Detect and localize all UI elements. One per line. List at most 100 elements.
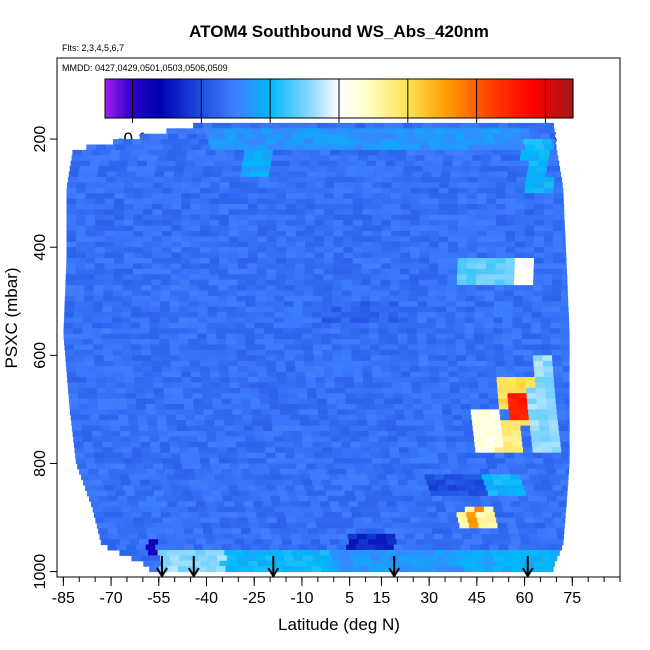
heatmap-cell — [215, 431, 226, 437]
heatmap-cell — [216, 333, 227, 340]
heatmap-cell — [260, 404, 271, 410]
heatmap-cell — [369, 317, 380, 324]
heatmap-cell — [479, 171, 490, 178]
heatmap-cell — [227, 279, 238, 286]
heatmap-cell — [162, 214, 172, 221]
heatmap-cell — [341, 344, 352, 351]
heatmap-cell — [350, 479, 361, 486]
heatmap-cell — [408, 295, 419, 302]
heatmap-cell — [532, 290, 543, 297]
heatmap-cell — [142, 268, 153, 275]
heatmap-cell — [107, 404, 118, 410]
heatmap-cell — [159, 436, 170, 443]
heatmap-cell — [153, 176, 164, 183]
heatmap-cell — [385, 128, 396, 135]
heatmap-cell — [427, 306, 437, 313]
heatmap-cell — [438, 360, 448, 367]
heatmap-cell — [123, 214, 134, 221]
heatmap-cell — [66, 241, 77, 248]
heatmap-cell — [561, 512, 566, 518]
heatmap-cell — [236, 441, 247, 448]
heatmap-cell — [103, 274, 114, 281]
heatmap-cell — [353, 144, 364, 151]
heatmap-cell — [504, 360, 515, 367]
heatmap-cell — [391, 377, 402, 383]
colorbar-swatch — [203, 79, 206, 118]
heatmap-cell — [395, 128, 406, 135]
heatmap-cell — [426, 436, 437, 443]
heatmap-cell — [537, 166, 548, 172]
heatmap-cell — [121, 339, 132, 345]
heatmap-cell — [237, 279, 248, 286]
heatmap-cell — [331, 479, 342, 486]
heatmap-cell — [446, 441, 456, 448]
heatmap-cell — [352, 263, 363, 270]
heatmap-cell — [510, 501, 521, 508]
heatmap-cell — [259, 393, 270, 400]
heatmap-cell — [161, 258, 172, 264]
heatmap-cell — [361, 285, 372, 291]
heatmap-cell — [495, 236, 506, 243]
heatmap-cell — [64, 312, 75, 318]
heatmap-cell — [224, 550, 235, 556]
heatmap-cell — [258, 490, 269, 497]
heatmap-cell — [169, 447, 180, 454]
heatmap-cell — [494, 555, 504, 562]
heatmap-cell — [380, 512, 391, 518]
heatmap-cell — [421, 490, 431, 497]
heatmap-cell — [226, 344, 237, 351]
heatmap-cell — [389, 301, 400, 308]
heatmap-cell — [505, 517, 516, 524]
heatmap-cell — [136, 468, 147, 475]
colorbar-swatch — [341, 79, 344, 118]
heatmap-cell — [418, 512, 429, 518]
heatmap-cell — [332, 285, 343, 291]
heatmap-cell — [66, 231, 77, 237]
heatmap-cell — [362, 258, 373, 264]
heatmap-cell — [371, 193, 382, 200]
heatmap-cell — [323, 360, 334, 367]
heatmap-cell — [428, 366, 439, 373]
heatmap-cell — [519, 420, 530, 427]
heatmap-cell — [154, 398, 165, 405]
heatmap-cell — [340, 312, 351, 318]
heatmap-cell — [477, 182, 488, 189]
heatmap-cell — [171, 371, 182, 378]
heatmap-cell — [401, 382, 412, 389]
heatmap-cell — [255, 295, 266, 302]
colorbar-swatch — [133, 79, 136, 118]
heatmap-cell — [190, 268, 200, 275]
heatmap-cell — [435, 333, 446, 340]
heatmap-cell — [506, 176, 517, 183]
heatmap-cell — [94, 458, 105, 464]
heatmap-cell — [74, 301, 85, 308]
colorbar-swatch — [231, 79, 234, 118]
heatmap-cell — [299, 409, 310, 416]
heatmap-cell — [349, 133, 360, 140]
heatmap-cell — [389, 290, 400, 297]
heatmap-cell — [389, 355, 400, 362]
heatmap-cell — [253, 501, 264, 508]
heatmap-cell — [154, 171, 165, 178]
heatmap-cell — [381, 209, 392, 216]
heatmap-cell — [365, 404, 376, 410]
heatmap-cell — [532, 306, 542, 313]
heatmap-cell — [411, 382, 422, 389]
x-tick-label: -85 — [52, 590, 75, 607]
heatmap-cell — [362, 252, 373, 259]
heatmap-cell — [172, 463, 183, 470]
heatmap-cell — [130, 322, 141, 329]
heatmap-cell — [114, 225, 125, 232]
heatmap-cell — [533, 458, 544, 464]
heatmap-cell — [295, 263, 306, 270]
heatmap-cell — [404, 533, 415, 540]
heatmap-cell — [66, 193, 77, 200]
heatmap-cell — [377, 550, 388, 556]
heatmap-cell — [152, 517, 163, 524]
heatmap-cell — [106, 522, 117, 529]
colorbar-swatch — [155, 79, 158, 118]
heatmap-cell — [139, 539, 149, 546]
colorbar-swatch — [415, 79, 418, 118]
y-tick-label: 800 — [32, 450, 49, 477]
heatmap-cell — [160, 290, 171, 297]
